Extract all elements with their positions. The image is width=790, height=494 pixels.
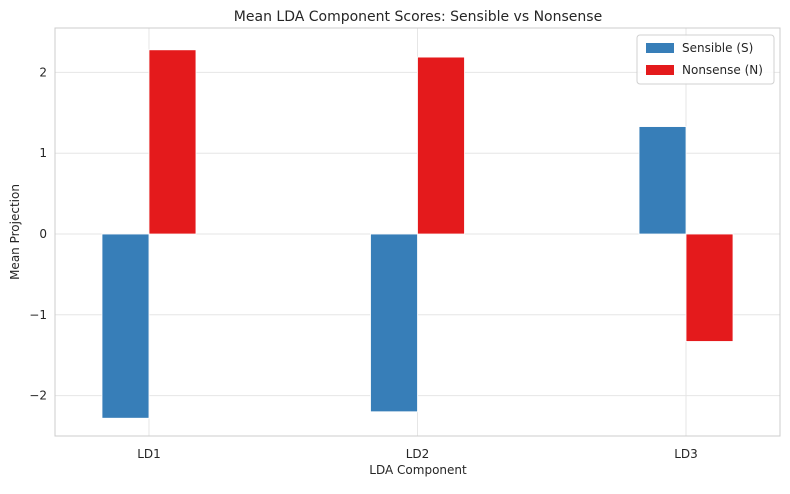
x-tick-labels: LD1 LD2 LD3: [137, 447, 698, 461]
bar-nonsense-ld3: [685, 233, 734, 342]
bar-sensible-ld3: [638, 126, 687, 235]
y-tick-label: 0: [39, 227, 47, 241]
y-axis-label: Mean Projection: [8, 184, 22, 280]
y-tick-label: 2: [39, 65, 47, 79]
legend-label-sensible: Sensible (S): [682, 41, 753, 55]
bar-sensible-ld2: [370, 233, 418, 413]
bars-group: [101, 49, 734, 419]
bar-sensible-ld1: [101, 233, 150, 419]
y-tick-label: 1: [39, 146, 47, 160]
legend-label-nonsense: Nonsense (N): [682, 63, 763, 77]
chart-title: Mean LDA Component Scores: Sensible vs N…: [234, 9, 602, 25]
y-tick-label: −1: [29, 308, 47, 322]
x-tick-label: LD1: [137, 447, 161, 461]
y-tick-label: −2: [29, 389, 47, 403]
bar-nonsense-ld1: [148, 49, 197, 235]
bar-nonsense-ld2: [417, 56, 465, 235]
legend-swatch-sensible: [646, 43, 674, 53]
plot-frame: [54, 27, 781, 437]
y-tick-labels: 2 1 0 −1 −2: [29, 65, 47, 402]
x-tick-label: LD3: [674, 447, 698, 461]
legend-swatch-nonsense: [646, 65, 674, 75]
x-axis-label: LDA Component: [369, 463, 467, 477]
legend: Sensible (S) Nonsense (N): [636, 34, 775, 85]
x-tick-label: LD2: [406, 447, 430, 461]
